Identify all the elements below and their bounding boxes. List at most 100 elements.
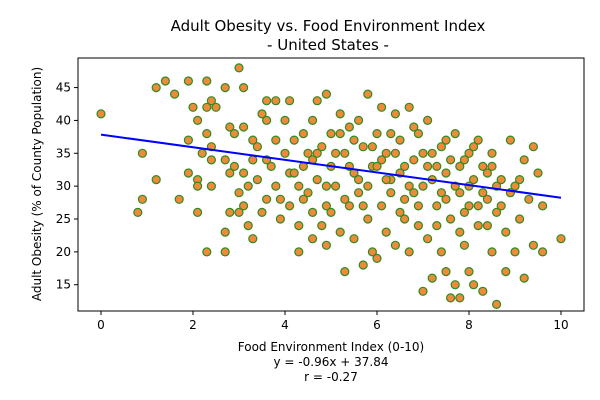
data-point-142: [469, 280, 479, 290]
data-point-199: [413, 201, 423, 211]
data-point-184: [455, 161, 465, 171]
data-point-136: [455, 188, 465, 198]
x-axis-label: Food Environment Index (0-10): [238, 340, 424, 354]
data-point-182: [441, 194, 451, 204]
data-point-59: [271, 181, 281, 191]
data-point-131: [441, 168, 451, 178]
data-point-36: [234, 63, 244, 73]
data-point-162: [528, 240, 539, 250]
data-point-91: [340, 267, 350, 277]
data-point-80: [317, 142, 327, 152]
data-point-160: [519, 155, 529, 165]
data-point-56: [266, 161, 276, 171]
scatter-points: [96, 63, 566, 309]
data-point-105: [372, 253, 382, 263]
data-point-107: [377, 201, 387, 211]
data-point-55: [262, 194, 272, 204]
data-point-52: [262, 96, 272, 106]
data-point-221: [335, 129, 345, 139]
data-point-50: [257, 109, 267, 119]
data-point-150: [492, 299, 502, 309]
data-point-100: [363, 89, 373, 99]
data-point-95: [349, 234, 359, 244]
data-point-97: [354, 188, 364, 198]
data-point-129: [436, 247, 446, 257]
data-point-211: [326, 207, 336, 217]
data-point-147: [482, 194, 492, 204]
data-point-77: [308, 234, 318, 244]
data-point-83: [321, 201, 331, 211]
data-point-35: [229, 161, 239, 171]
data-point-103: [367, 247, 377, 257]
data-point-172: [354, 175, 364, 185]
data-point-117: [404, 247, 414, 257]
data-point-120: [413, 221, 423, 231]
data-point-201: [459, 207, 469, 217]
data-point-74: [303, 188, 313, 198]
x-tick-label-8: 8: [465, 318, 473, 332]
x-axis-ticks: 0 2 4 6 8 10: [97, 311, 569, 332]
data-point-60: [275, 194, 285, 204]
data-point-151: [492, 207, 502, 217]
data-point-42: [239, 201, 249, 211]
data-point-181: [432, 161, 442, 171]
data-point-51: [257, 207, 267, 217]
data-point-18: [202, 76, 212, 86]
data-point-207: [423, 161, 433, 171]
data-point-127: [432, 201, 442, 211]
data-point-159: [519, 273, 529, 283]
data-point-87: [331, 181, 341, 191]
data-point-43: [243, 181, 253, 191]
data-point-66: [285, 201, 295, 211]
y-tick-label-15: 15: [56, 278, 71, 292]
data-point-216: [482, 221, 492, 231]
data-point-10: [183, 135, 193, 145]
data-point-220: [469, 142, 479, 152]
regression-line: [100, 133, 562, 199]
data-point-34: [229, 129, 239, 139]
data-point-119: [413, 129, 423, 139]
regression-equation: y = -0.96x + 37.84: [274, 355, 389, 369]
data-point-122: [418, 148, 428, 158]
data-point-185: [464, 201, 474, 211]
data-point-47: [248, 234, 258, 244]
correlation-label: r = -0.27: [304, 370, 358, 384]
data-point-7: [170, 89, 180, 99]
data-point-0: [96, 109, 106, 119]
data-point-149: [487, 148, 497, 158]
data-point-114: [395, 207, 405, 217]
plot-frame: [77, 57, 585, 312]
data-point-31: [225, 122, 235, 132]
data-point-99: [358, 260, 368, 270]
data-point-168: [289, 168, 299, 178]
data-point-112: [390, 240, 400, 250]
data-point-154: [501, 227, 511, 237]
data-point-208: [446, 155, 456, 165]
data-point-200: [436, 188, 446, 198]
data-point-132: [446, 293, 456, 303]
data-point-49: [252, 175, 262, 185]
data-point-104: [372, 129, 382, 139]
data-point-81: [317, 221, 327, 231]
data-point-22: [206, 96, 216, 106]
data-point-2: [137, 194, 147, 204]
data-point-126: [427, 273, 437, 283]
data-point-29: [220, 227, 230, 237]
data-point-194: [321, 181, 331, 191]
data-point-75: [308, 115, 318, 126]
data-point-40: [239, 122, 249, 132]
data-point-133: [446, 214, 456, 224]
data-point-212: [358, 201, 368, 211]
data-point-204: [349, 135, 359, 145]
data-point-128: [436, 142, 446, 152]
data-point-196: [363, 181, 373, 191]
data-point-209: [464, 148, 474, 158]
data-point-130: [441, 267, 451, 277]
x-tick-label-0: 0: [97, 318, 105, 332]
data-point-101: [363, 214, 373, 224]
data-point-139: [459, 240, 469, 250]
data-point-9: [183, 76, 193, 86]
data-point-152: [496, 175, 506, 185]
data-point-179: [418, 181, 428, 191]
